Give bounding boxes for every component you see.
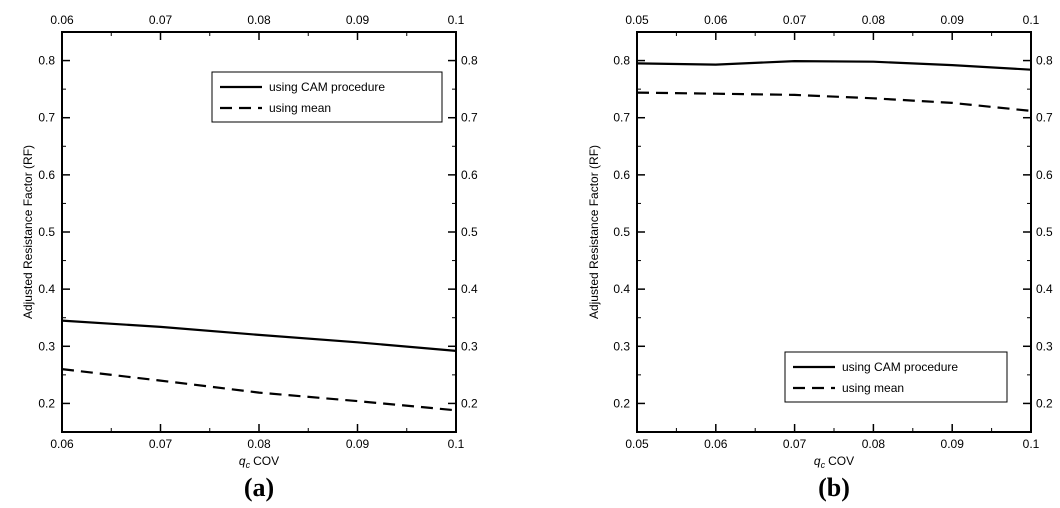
legend-label: using CAM procedure [842, 360, 958, 374]
y-tick-label-left: 0.6 [38, 168, 55, 182]
x-axis-label-symbol: q [239, 454, 246, 468]
x-tick-label-bottom: 0.1 [1023, 437, 1040, 451]
y-tick-label-left: 0.2 [613, 396, 630, 410]
x-axis-label-symbol: q [814, 454, 821, 468]
y-tick-label-left: 0.3 [38, 339, 55, 353]
x-axis-label-text: COV [828, 454, 854, 468]
y-tick-label-right: 0.2 [1036, 396, 1053, 410]
x-axis-label-subscript: c [246, 460, 251, 470]
x-tick-label-bottom: 0.08 [247, 437, 271, 451]
y-tick-label-right: 0.7 [1036, 111, 1053, 125]
legend-box [211, 71, 443, 123]
y-tick-label-right: 0.4 [461, 282, 478, 296]
x-tick-label-top: 0.08 [862, 13, 886, 27]
x-axis-label-subscript: c [821, 460, 826, 470]
y-tick-label-right: 0.5 [1036, 225, 1053, 239]
y-tick-label-left: 0.7 [613, 111, 630, 125]
x-tick-label-bottom: 0.07 [783, 437, 807, 451]
y-tick-label-left: 0.4 [38, 282, 55, 296]
legend-box [784, 351, 1008, 403]
y-tick-label-right: 0.7 [461, 111, 478, 125]
y-tick-label-left: 0.3 [613, 339, 630, 353]
series-line-using-mean [636, 91, 1032, 112]
y-tick-label-right: 0.2 [461, 396, 478, 410]
series-line-using-mean [61, 368, 457, 412]
y-tick-label-left: 0.8 [38, 54, 55, 68]
x-tick-label-bottom: 0.1 [448, 437, 465, 451]
y-tick-label-left: 0.5 [38, 225, 55, 239]
panel-label: (b) [818, 473, 850, 502]
x-tick-label-top: 0.1 [448, 13, 465, 27]
x-tick-label-bottom: 0.06 [704, 437, 728, 451]
panel-label: (a) [244, 473, 274, 502]
y-tick-label-right: 0.3 [461, 339, 478, 353]
y-tick-label-right: 0.4 [1036, 282, 1053, 296]
x-tick-label-top: 0.1 [1023, 13, 1040, 27]
y-tick-label-left: 0.4 [613, 282, 630, 296]
y-axis-label: Adjusted Resistance Factor (RF) [21, 145, 35, 319]
x-tick-label-bottom: 0.05 [625, 437, 649, 451]
x-tick-label-top: 0.06 [50, 13, 74, 27]
x-axis-label: qc COV [814, 454, 854, 470]
x-tick-label-top: 0.07 [783, 13, 807, 27]
x-tick-label-bottom: 0.09 [346, 437, 370, 451]
y-tick-label-right: 0.8 [461, 54, 478, 68]
legend-label: using CAM procedure [269, 80, 385, 94]
x-tick-label-bottom: 0.08 [862, 437, 886, 451]
y-tick-label-right: 0.6 [1036, 168, 1053, 182]
y-axis-label: Adjusted Resistance Factor (RF) [587, 145, 601, 319]
legend-label: using mean [842, 381, 904, 395]
y-tick-label-left: 0.7 [38, 111, 55, 125]
x-tick-label-top: 0.08 [247, 13, 271, 27]
x-tick-label-top: 0.09 [941, 13, 965, 27]
x-tick-label-top: 0.05 [625, 13, 649, 27]
series-line-cam-procedure [636, 59, 1032, 71]
x-tick-label-bottom: 0.06 [50, 437, 74, 451]
y-tick-label-left: 0.2 [38, 396, 55, 410]
x-tick-label-bottom: 0.07 [149, 437, 173, 451]
y-tick-label-right: 0.5 [461, 225, 478, 239]
y-tick-label-right: 0.8 [1036, 54, 1053, 68]
x-axis-label-text: COV [253, 454, 279, 468]
chart-panel-a: 0.06 0.06 0.07 0.07 0.08 0.08 0.09 0.09 0.1 0.1 0.… [21, 13, 478, 502]
y-tick-label-right: 0.3 [1036, 339, 1053, 353]
x-tick-label-top: 0.06 [704, 13, 728, 27]
y-tick-label-right: 0.6 [461, 168, 478, 182]
x-tick-label-bottom: 0.09 [941, 437, 965, 451]
legend-label: using mean [269, 101, 331, 115]
x-axis-label: qc COV [239, 454, 279, 470]
chart-panel-b: 0.05 0.05 0.06 0.06 0.07 0.07 0.08 0.08 0.09 0.09… [587, 13, 1053, 502]
x-tick-label-top: 0.09 [346, 13, 370, 27]
x-tick-label-top: 0.07 [149, 13, 173, 27]
series-line-cam-procedure [61, 319, 457, 352]
y-tick-label-left: 0.6 [613, 168, 630, 182]
y-tick-label-left: 0.5 [613, 225, 630, 239]
y-tick-label-left: 0.8 [613, 54, 630, 68]
